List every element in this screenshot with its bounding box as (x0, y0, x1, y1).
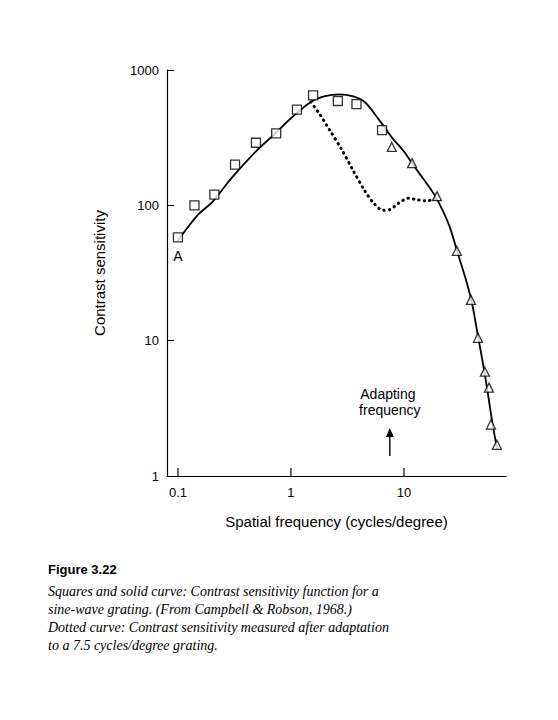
svg-text:1: 1 (287, 485, 294, 500)
svg-text:10: 10 (145, 333, 159, 348)
html-text:Figure 3.22: Figure 3.22 (48, 562, 117, 577)
svg-text:10: 10 (397, 485, 411, 500)
html-text:Squares and solid curve: Contr: Squares and solid curve: Contrast sensit… (48, 584, 389, 653)
svg-text:1000: 1000 (130, 63, 159, 78)
svg-text:Spatial frequency (cycles/degr: Spatial frequency (cycles/degree) (225, 513, 448, 530)
svg-text:100: 100 (137, 198, 159, 213)
svg-text:0.1: 0.1 (169, 485, 187, 500)
svg-text:Contrast sensitivity: Contrast sensitivity (91, 210, 108, 336)
svg-text:1: 1 (152, 469, 159, 484)
svg-text:Adapting: Adapting (360, 386, 419, 402)
svg-text:A: A (173, 248, 183, 264)
svg-text:frequency: frequency (359, 402, 420, 418)
